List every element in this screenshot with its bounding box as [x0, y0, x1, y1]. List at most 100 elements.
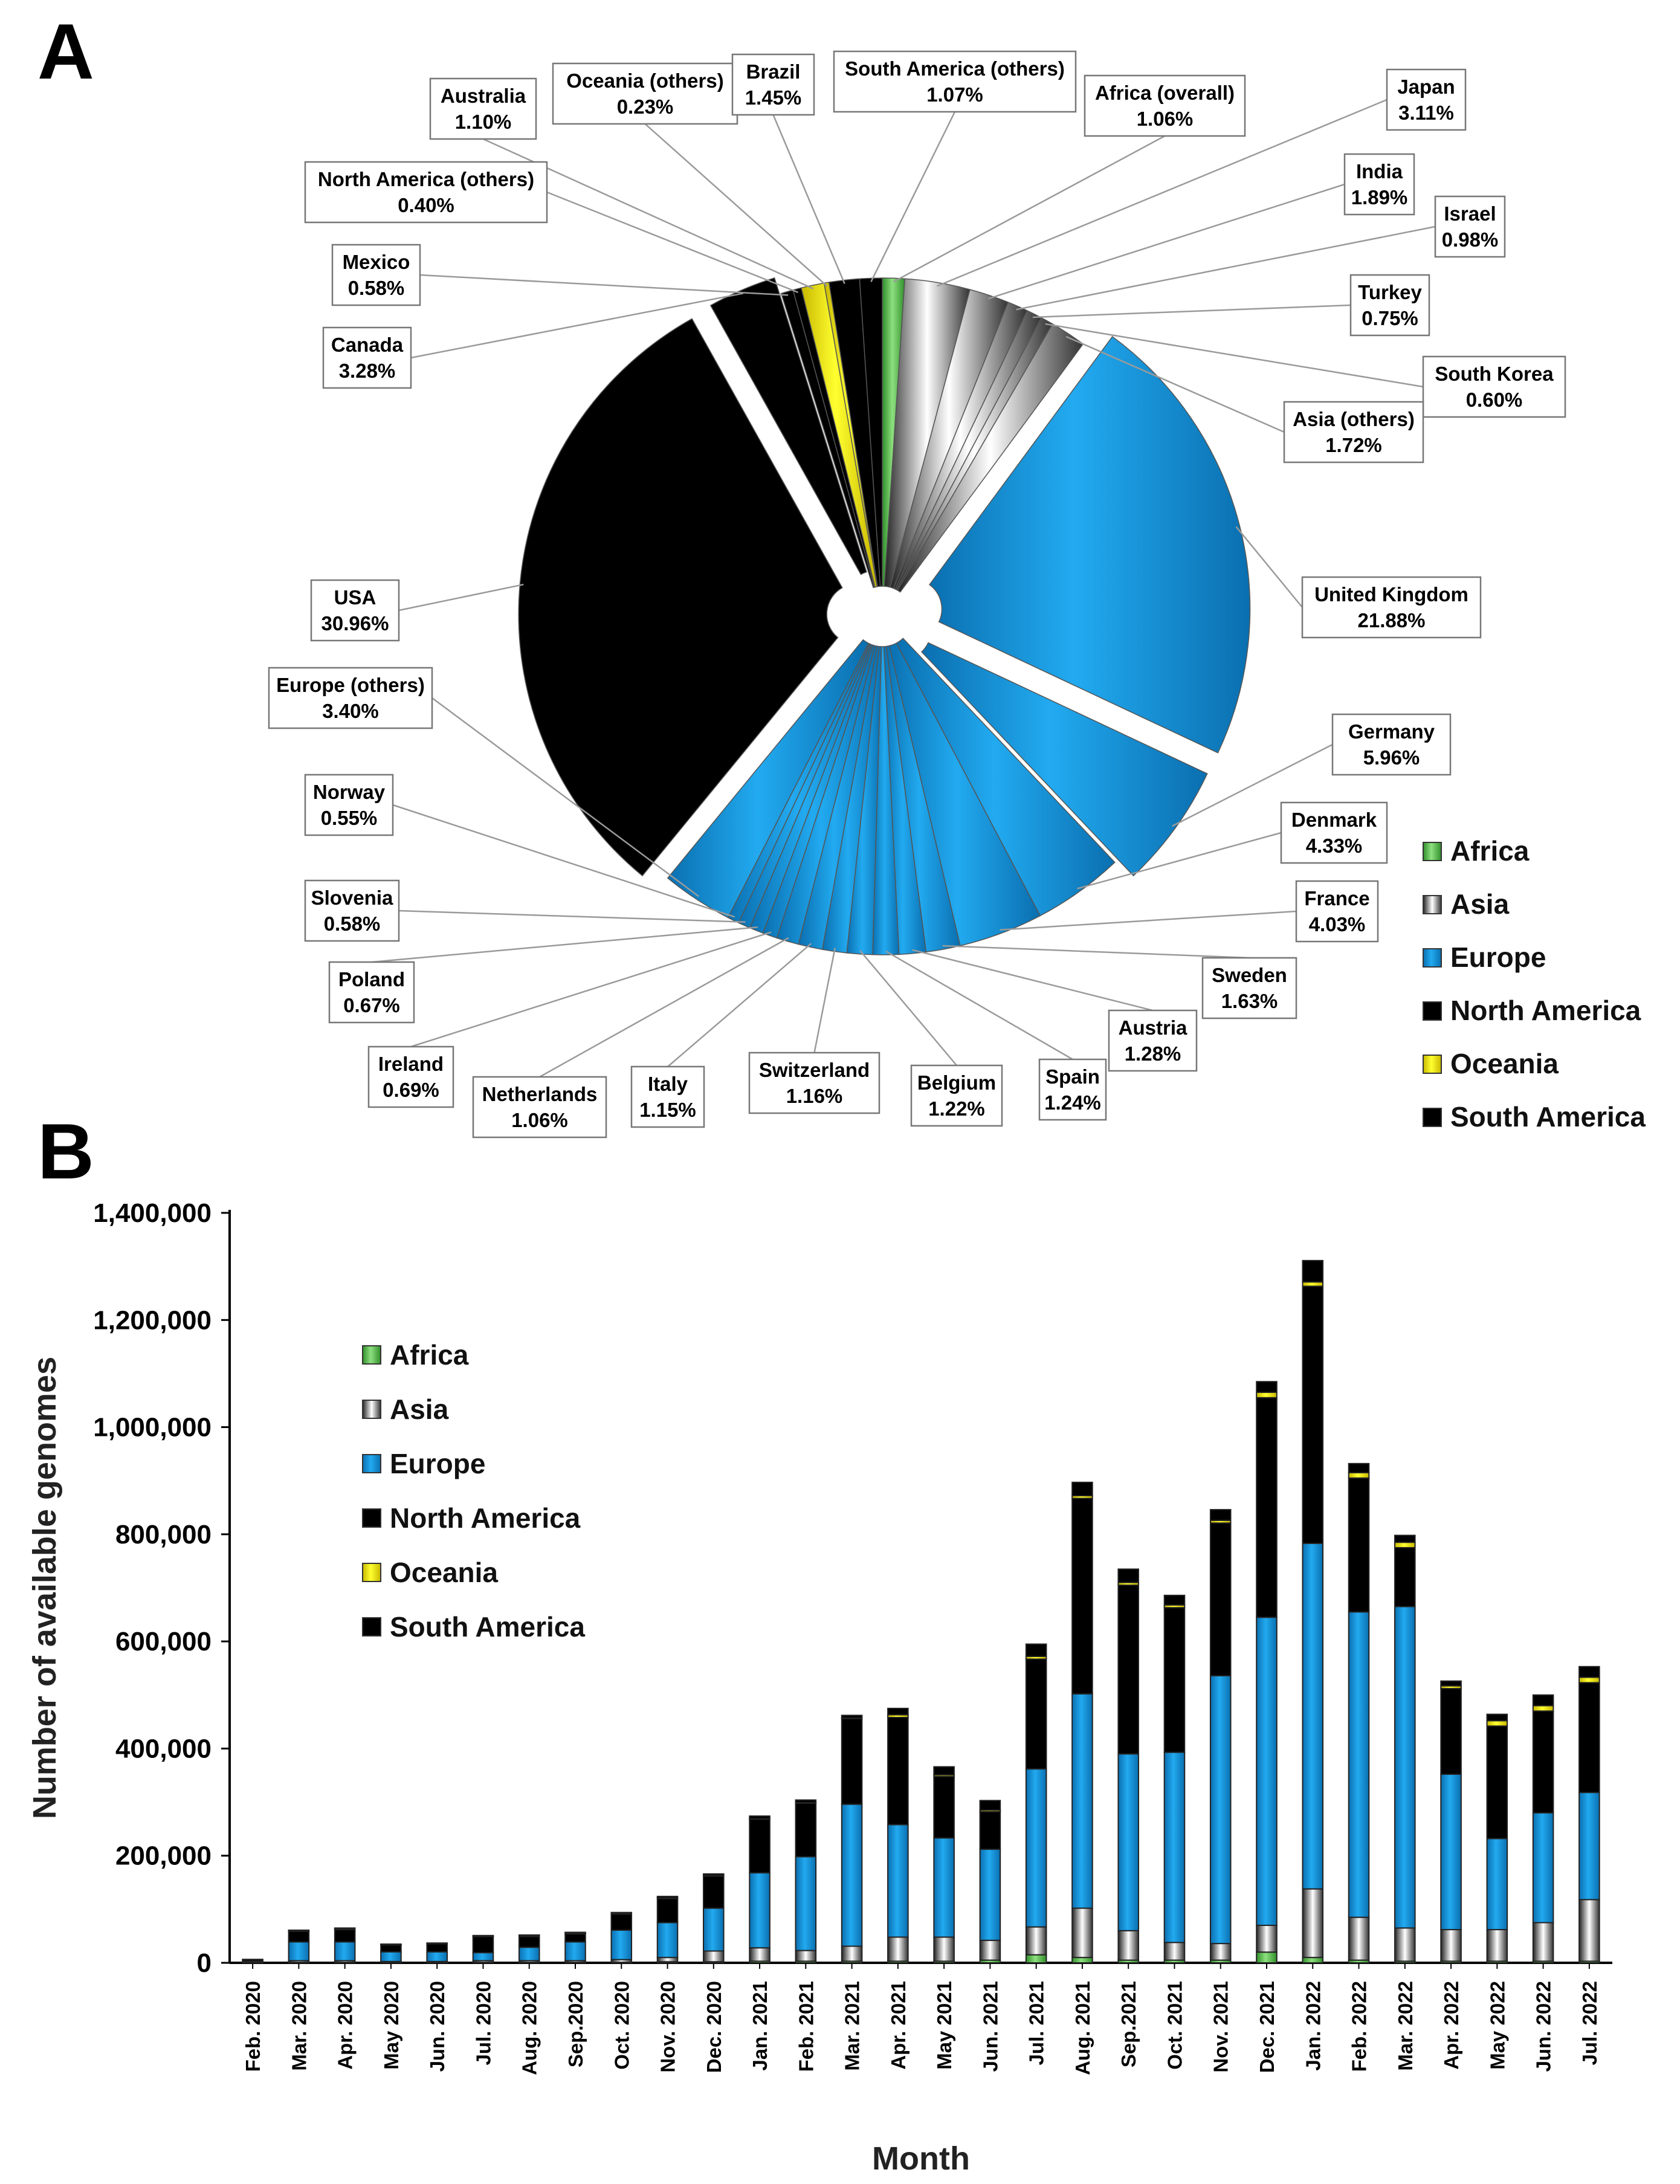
- bar-segment-europe: [703, 1907, 725, 1952]
- pie-label-value: 0.55%: [321, 807, 378, 829]
- pie-label-name: South Korea: [1435, 363, 1554, 385]
- bar-segment-north-america: [1117, 1585, 1139, 1755]
- x-tick-label: May 2020: [380, 1981, 402, 2070]
- x-tick-label: Dec. 2021: [1256, 1981, 1278, 2073]
- x-tick-label: Apr. 2020: [334, 1981, 357, 2070]
- bar-segment-north-america: [1025, 1658, 1047, 1770]
- bar-series: [242, 1259, 1600, 1964]
- bar-segment-oceania: [1256, 1391, 1278, 1398]
- pie-leader-asia-others: [1065, 335, 1285, 433]
- legend-label: Asia: [390, 1394, 449, 1425]
- bar-segment-africa: [1256, 1951, 1278, 1964]
- bar-segment-europe: [380, 1951, 402, 1962]
- bar-segment-south-america: [887, 1707, 909, 1716]
- bar-aug-2020: [518, 1934, 540, 1963]
- x-tick-label: Jul. 2022: [1578, 1981, 1601, 2065]
- pie-legend: Africa Asia Europe North America Oceania Sout…: [1423, 835, 1646, 1132]
- bar-segment-europe: [564, 1941, 586, 1962]
- bar-segment-oceania: [1578, 1676, 1600, 1684]
- pie-leader-mexico: [419, 274, 789, 296]
- x-tick-label: Sep.2021: [1117, 1981, 1140, 2067]
- pie-label-france: France 4.03%: [1295, 880, 1379, 943]
- pie-label-name: North America (others): [318, 168, 534, 190]
- pie-leader-belgium: [859, 949, 957, 1066]
- legend-swatch: [1423, 948, 1442, 968]
- x-tick-label: Jun. 2020: [426, 1981, 448, 2072]
- pie-label-value: 1.07%: [926, 83, 983, 106]
- y-tick-label: 1,000,000: [93, 1413, 212, 1443]
- bar-segment-south-america: [933, 1766, 955, 1775]
- bar-segment-south-america: [703, 1873, 725, 1876]
- bar-segment-europe: [1348, 1611, 1370, 1918]
- bar-segment-south-america: [1578, 1665, 1600, 1678]
- pie-label-name: Germany: [1348, 720, 1435, 743]
- bar-segment-south-america: [1394, 1534, 1416, 1543]
- pie-slice-denmark: [896, 638, 1116, 917]
- bar-segment-south-america: [1440, 1680, 1462, 1687]
- pie-label-asia-others: Asia (others) 1.72%: [1283, 401, 1424, 464]
- bar-segment-south-america: [1302, 1259, 1324, 1283]
- bar-segment-north-america: [795, 1802, 817, 1858]
- pie-label-name: Netherlands: [482, 1083, 598, 1105]
- pie-label-switzerland: Switzerland 1.16%: [748, 1052, 880, 1114]
- legend-label: Oceania: [390, 1557, 498, 1588]
- x-tick-label: Oct. 2020: [610, 1981, 633, 2070]
- pie-label-value: 21.88%: [1358, 609, 1426, 632]
- pie-label-africa-overall: Africa (overall) 1.06%: [1084, 74, 1246, 137]
- y-tick-label: 400,000: [115, 1734, 212, 1763]
- bar-segment-europe: [749, 1872, 771, 1949]
- pie-leader-switzerland: [813, 948, 836, 1053]
- y-tick-label: 0: [197, 1948, 212, 1978]
- bar-segment-africa: [1302, 1957, 1324, 1964]
- pie-label-value: 1.63%: [1221, 990, 1278, 1012]
- legend-label: Oceania: [1450, 1048, 1559, 1079]
- bar-nov-2021: [1209, 1509, 1232, 1964]
- bar-segment-asia: [1486, 1929, 1508, 1962]
- bar-jan-2022: [1302, 1259, 1324, 1964]
- bar-segment-asia: [887, 1936, 909, 1962]
- x-tick-label: Aug. 2020: [519, 1981, 541, 2075]
- legend-swatch: [362, 1400, 381, 1419]
- bar-segment-asia: [933, 1936, 955, 1962]
- x-tick-label: Mar. 2020: [288, 1981, 310, 2071]
- bar-segment-europe: [795, 1856, 817, 1951]
- pie-label-name: Africa (overall): [1095, 82, 1235, 104]
- bar-segment-europe: [610, 1929, 633, 1960]
- x-tick-label: Jan. 2022: [1302, 1981, 1324, 2071]
- x-tick-label: Mar. 2021: [841, 1981, 864, 2071]
- pie-label-south-america-others: South America (others) 1.07%: [833, 50, 1077, 113]
- legend-swatch: [1423, 1055, 1442, 1074]
- pie-leader-france: [1000, 910, 1297, 931]
- pie-label-name: Italy: [648, 1073, 688, 1095]
- pie-label-value: 1.10%: [455, 111, 512, 133]
- bar-sep-2020: [564, 1931, 586, 1963]
- pie-leader-japan: [937, 99, 1388, 287]
- panel-b-letter: B: [37, 1107, 94, 1195]
- pie-labels: Africa (overall) 1.06% Japan 3.11% India 1.89…: [268, 50, 1566, 1139]
- pie-label-value: 1.45%: [745, 86, 802, 109]
- bar-segment-north-america: [1440, 1688, 1462, 1775]
- pie-label-name: Spain: [1045, 1065, 1100, 1088]
- pie-leader-italy: [667, 943, 812, 1067]
- bar-segment-europe: [841, 1803, 863, 1947]
- pie-label-north-america-others: North America (others) 0.40%: [304, 161, 548, 224]
- legend-label: South America: [390, 1611, 585, 1643]
- pie-label-name: United Kingdom: [1314, 583, 1468, 606]
- bar-segment-south-america: [656, 1896, 679, 1899]
- bar-segment-asia: [656, 1957, 679, 1963]
- bar-segment-asia: [1394, 1927, 1416, 1962]
- bar-legend-item-oceania: Oceania: [362, 1557, 498, 1588]
- bar-jul-2022: [1578, 1665, 1600, 1964]
- pie-label-usa: USA 30.96%: [310, 579, 400, 642]
- bar-segment-south-america: [979, 1800, 1001, 1811]
- bar-segment-north-america: [288, 1930, 310, 1943]
- pie-label-value: 1.24%: [1044, 1091, 1101, 1114]
- pie-legend-item-asia: Asia: [1423, 888, 1510, 920]
- bar-segment-oceania: [1532, 1705, 1554, 1712]
- legend-label: Europe: [1450, 942, 1546, 973]
- bar-segment-north-america: [1302, 1285, 1324, 1544]
- x-tick-label: Aug. 2021: [1071, 1981, 1094, 2075]
- bar-segment-north-america: [841, 1717, 863, 1805]
- pie-label-netherlands: Netherlands 1.06%: [472, 1076, 607, 1139]
